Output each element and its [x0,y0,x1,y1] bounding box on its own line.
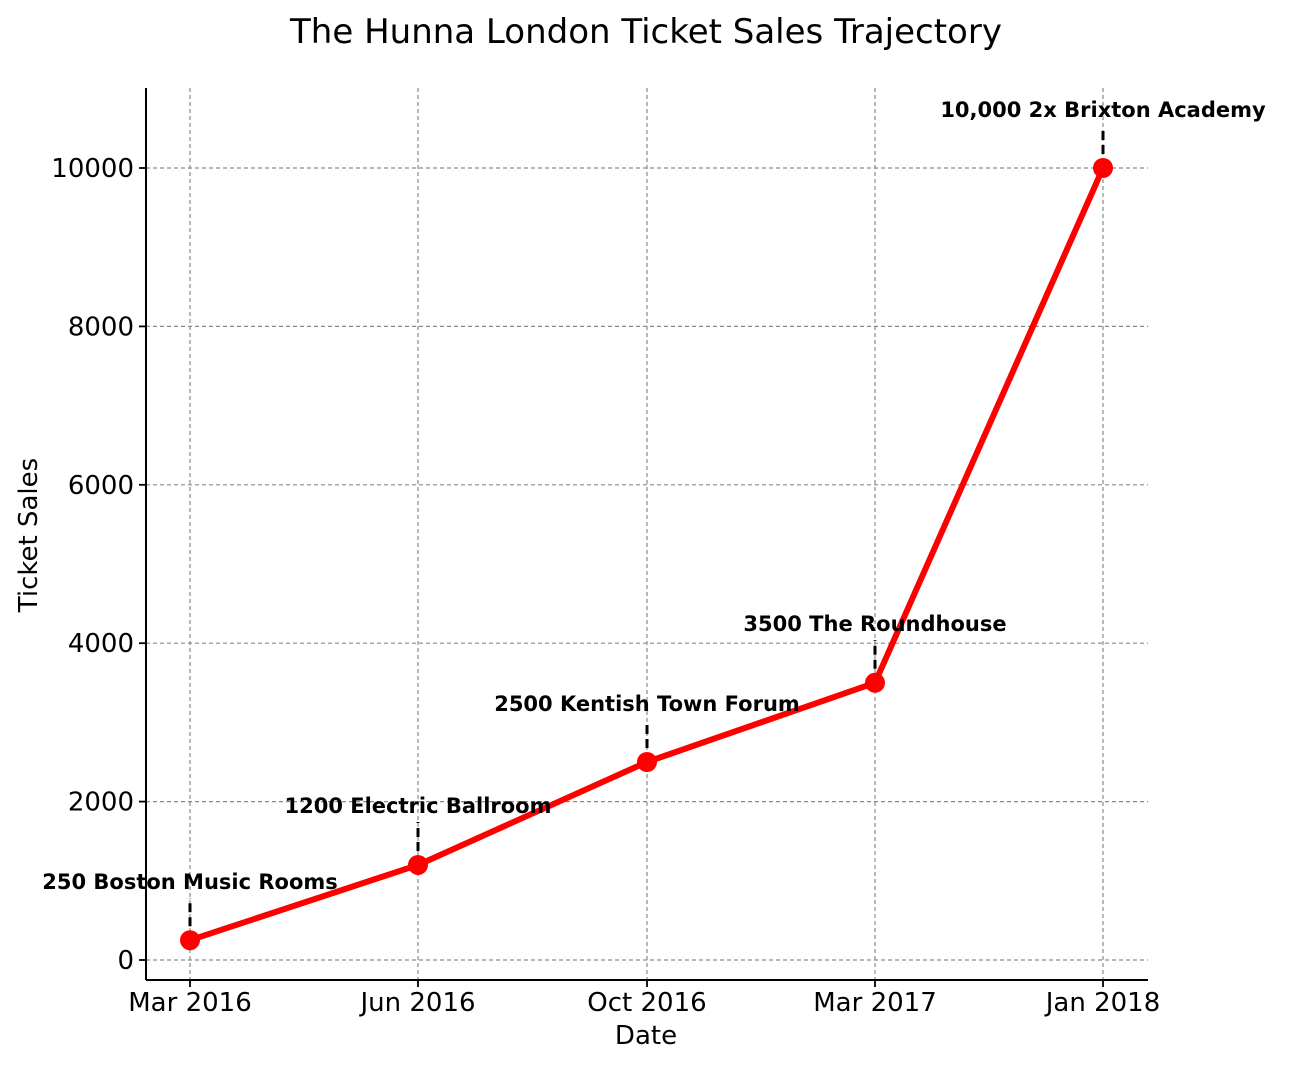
data-point [180,930,200,951]
y-tick-label: 8000 [68,312,134,342]
annotations: 250 Boston Music Rooms 1200 Electric Ball… [42,98,1266,894]
y-tick-label: 0 [117,946,134,976]
data-label: 1200 Electric Ballroom [284,794,551,818]
y-tick-label: 2000 [68,788,134,818]
x-tick-label: Jan 2018 [1044,988,1161,1018]
grid [146,88,1148,980]
chart-title: The Hunna London Ticket Sales Trajectory [289,12,1002,52]
data-point [1093,158,1113,178]
x-tick-label: Mar 2017 [813,988,937,1018]
series [180,158,1113,951]
x-axis-label: Date [615,1021,677,1051]
x-tick-label: Mar 2016 [128,988,252,1018]
y-tick-label: 10000 [51,154,134,184]
y-tick-label: 4000 [68,629,134,659]
data-point [865,672,885,693]
x-tick-label: Oct 2016 [587,988,706,1018]
ticks: Mar 2016 Jun 2016 Oct 2016 Mar 2017 Jan 2018… [51,154,1160,1018]
data-label: 250 Boston Music Rooms [42,870,338,894]
y-axis-label: Ticket Sales [14,458,44,613]
data-label: 10,000 2x Brixton Academy [940,98,1266,122]
x-tick-label: Jun 2016 [358,988,475,1018]
data-label: 2500 Kentish Town Forum [494,692,800,716]
data-point [637,752,657,772]
y-tick-label: 6000 [68,471,134,501]
data-point [408,854,428,875]
data-label: 3500 The Roundhouse [743,612,1006,636]
